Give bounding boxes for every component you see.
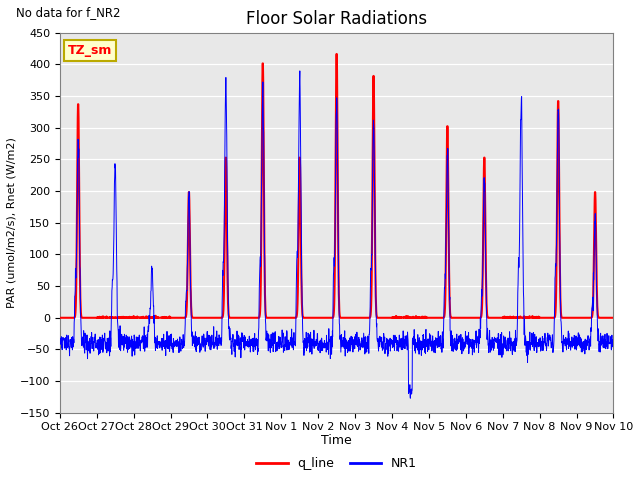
Text: No data for f_NR2: No data for f_NR2 — [15, 6, 120, 19]
Y-axis label: PAR (umol/m2/s), Rnet (W/m2): PAR (umol/m2/s), Rnet (W/m2) — [7, 137, 17, 308]
Legend: q_line, NR1: q_line, NR1 — [252, 452, 422, 475]
Text: TZ_sm: TZ_sm — [68, 44, 113, 57]
Title: Floor Solar Radiations: Floor Solar Radiations — [246, 11, 427, 28]
X-axis label: Time: Time — [321, 434, 352, 447]
